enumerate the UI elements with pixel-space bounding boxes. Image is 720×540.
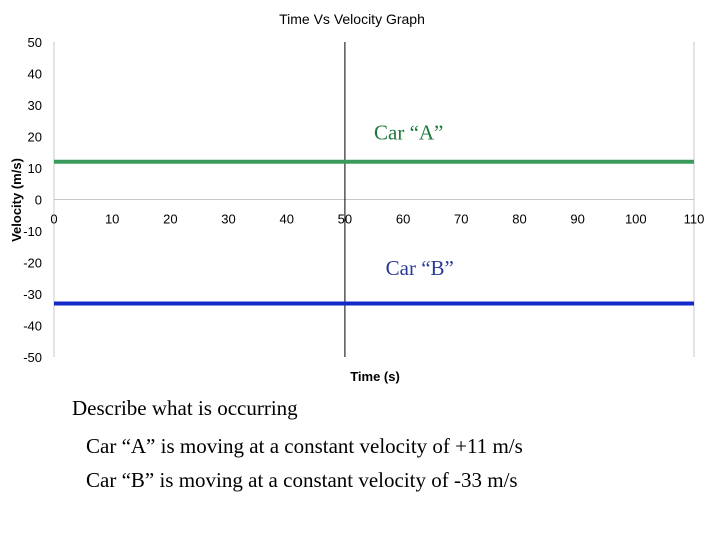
y-tick-label: 0: [35, 193, 42, 208]
x-tick-label: 10: [105, 212, 119, 227]
y-tick-label: -20: [23, 256, 42, 271]
y-tick-label: -40: [23, 319, 42, 334]
x-tick-label: 0: [50, 212, 57, 227]
description-question: Describe what is occurring: [72, 396, 298, 420]
x-tick-label: 80: [512, 212, 526, 227]
velocity-chart: Time Vs Velocity Graph 50403020100-10-20…: [9, 11, 704, 384]
description-answer-car-a: Car “A” is moving at a constant velocity…: [86, 434, 523, 458]
y-tick-label: 20: [28, 130, 42, 145]
y-tick-label: -50: [23, 350, 42, 365]
y-tick-label: -30: [23, 287, 42, 302]
x-tick-label: 60: [396, 212, 410, 227]
series-lines: [54, 159, 694, 306]
y-tick-label: -10: [23, 224, 42, 239]
series-label-car-a: Car “A”: [374, 121, 443, 145]
y-tick-label: 40: [28, 67, 42, 82]
y-tick-label: 10: [28, 161, 42, 176]
y-tick-label: 50: [28, 35, 42, 50]
x-axis-label: Time (s): [350, 369, 400, 384]
x-tick-label: 70: [454, 212, 468, 227]
x-tick-label: 100: [625, 212, 647, 227]
series-label-car-b: Car “B”: [386, 256, 454, 280]
x-tick-label: 30: [221, 212, 235, 227]
x-tick-label: 40: [279, 212, 293, 227]
x-tick-label: 50: [338, 212, 352, 227]
chart-title: Time Vs Velocity Graph: [279, 11, 425, 27]
axes: [53, 42, 695, 357]
y-tick-label: 30: [28, 98, 42, 113]
y-axis-label: Velocity (m/s): [9, 158, 24, 242]
series-labels: Car “A” Car “B”: [374, 121, 454, 280]
x-tick-label: 20: [163, 212, 177, 227]
x-tick-label: 90: [570, 212, 584, 227]
x-tick-label: 110: [684, 212, 705, 227]
description-answer-car-b: Car “B” is moving at a constant velocity…: [86, 468, 518, 492]
